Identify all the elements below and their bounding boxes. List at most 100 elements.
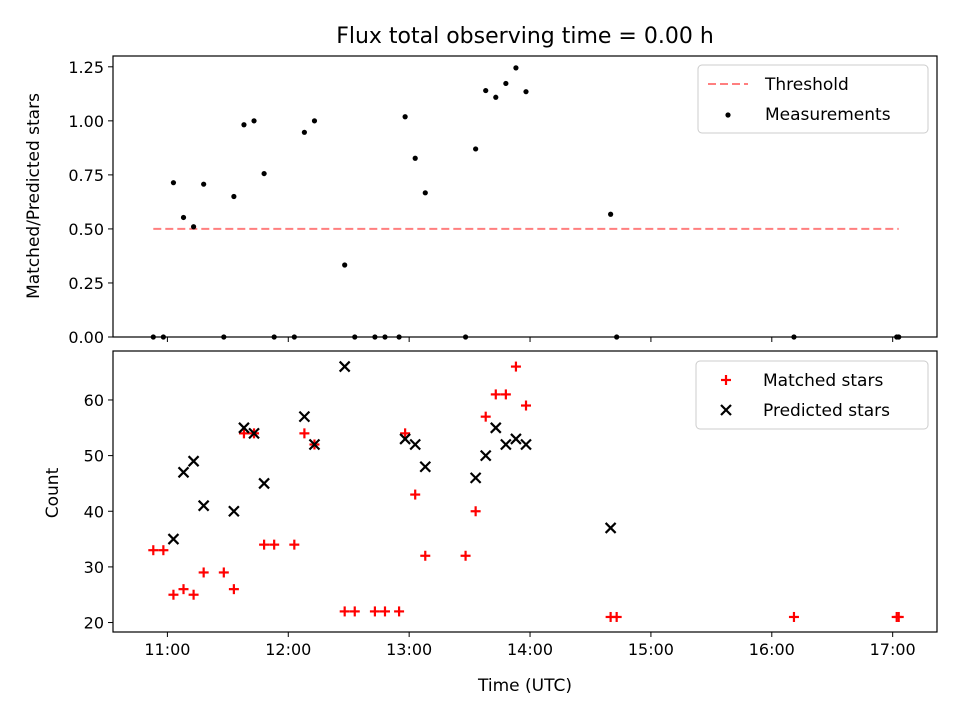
x-tick-label: 16:00 — [749, 640, 795, 659]
measurement-point — [301, 129, 307, 135]
legend-measurements-swatch — [725, 112, 731, 118]
top-y-axis-label: Matched/Predicted stars — [24, 93, 44, 299]
matched-star-marker — [480, 411, 491, 422]
matched-star-marker — [259, 539, 270, 550]
measurement-point — [493, 94, 499, 100]
legend-predicted-marker — [720, 404, 732, 416]
predicted-star-marker — [197, 499, 210, 512]
x-tick-label: 14:00 — [507, 640, 553, 659]
matched-star-marker — [500, 389, 511, 400]
bottom-legend-box — [695, 360, 929, 430]
matched-star-marker — [470, 506, 481, 517]
matched-star-marker — [228, 584, 239, 595]
bottom-axes-frame — [112, 350, 938, 633]
top-y-tick-label: 1.25 — [68, 58, 104, 77]
legend-matched-label: Matched stars — [763, 371, 883, 391]
measurement-point — [483, 87, 489, 94]
matched-star-marker — [178, 584, 189, 595]
top-y-tick-label: 0.50 — [68, 220, 104, 239]
legend-matched-marker — [721, 375, 731, 385]
top-y-tick-label: 0.25 — [68, 274, 104, 293]
top-y-tick-label: 0.75 — [68, 166, 104, 185]
measurement-point — [503, 80, 509, 87]
predicted-star-marker — [500, 438, 512, 451]
top-plot: 0.00 0.25 0.50 0.75 1.00 1.25 Matched/Predict… — [24, 55, 938, 347]
matched-star-marker — [369, 606, 380, 617]
matched-star-marker — [611, 611, 622, 622]
predicted-star-marker — [228, 505, 240, 518]
matched-star-marker — [420, 550, 431, 561]
predicted-star-marker — [469, 472, 482, 484]
predicted-star-marker — [520, 438, 532, 451]
bottom-y-tick-label: 20 — [84, 614, 104, 633]
measurement-point — [201, 181, 207, 187]
top-y-tick-label: 0.00 — [68, 328, 104, 347]
matched-star-marker — [198, 567, 209, 578]
matched-star-marker — [168, 589, 179, 600]
measurement-point — [180, 214, 187, 221]
x-tick-label: 17:00 — [870, 640, 916, 659]
predicted-star-marker — [338, 360, 351, 373]
matched-star-marker — [339, 606, 350, 617]
measurement-point — [311, 118, 318, 124]
predicted-star-marker — [604, 522, 617, 534]
predicted-star-marker — [258, 477, 270, 490]
legend-predicted-label: Predicted stars — [763, 401, 890, 421]
measurement-point — [473, 146, 479, 152]
predicted-star-marker — [238, 422, 250, 434]
measurement-point — [608, 211, 614, 217]
measurement-point — [231, 193, 237, 200]
bottom-legend: Matched stars Predicted stars — [695, 360, 929, 430]
predicted-star-marker — [479, 449, 492, 462]
matched-star-marker — [299, 428, 310, 439]
matched-star-marker — [188, 589, 199, 600]
predicted-star-marker — [409, 438, 421, 451]
measurement-point — [241, 122, 247, 128]
chart-title: Flux total observing time = 0.00 h — [336, 24, 714, 49]
predicted-star-marker — [419, 460, 432, 473]
measurement-point — [523, 89, 529, 95]
measurement-point — [251, 118, 257, 124]
x-axis-label: Time (UTC) — [477, 676, 572, 696]
legend-measurements-label: Measurements — [765, 105, 891, 125]
matched-star-marker — [148, 545, 159, 556]
matched-star-marker — [218, 567, 229, 578]
measurement-point — [342, 262, 348, 268]
measurement-point — [261, 170, 267, 177]
predicted-star-marker — [308, 438, 321, 451]
predicted-star-marker — [187, 455, 200, 467]
measurement-point — [422, 190, 428, 196]
legend-threshold-label: Threshold — [764, 75, 849, 95]
top-legend: Threshold Measurements — [697, 64, 929, 134]
matched-star-marker — [410, 489, 421, 500]
predicted-star-marker — [399, 433, 411, 445]
x-tick-label: 11:00 — [144, 640, 190, 659]
matched-star-marker — [238, 428, 249, 439]
matched-star-marker — [289, 539, 300, 550]
predicted-star-marker — [248, 427, 260, 440]
bottom-plot: 20 30 40 50 60 11:00 12:00 13:00 14:00 15:00 16:00… — [43, 350, 938, 696]
measurement-point — [412, 155, 418, 161]
x-tick-label: 15:00 — [628, 640, 674, 659]
measurement-point — [513, 65, 519, 71]
matched-star-marker — [379, 606, 390, 617]
bottom-y-tick-label: 50 — [84, 447, 104, 466]
bottom-y-tick-label: 60 — [84, 391, 104, 410]
measurement-point — [170, 180, 177, 186]
matched-star-marker — [788, 611, 799, 622]
matched-star-marker — [269, 539, 280, 550]
matched-star-marker — [460, 550, 471, 561]
bottom-y-tick-label: 30 — [84, 558, 104, 577]
matched-star-marker — [521, 400, 532, 411]
matched-star-marker — [158, 545, 169, 556]
predicted-star-marker — [298, 410, 311, 423]
predicted-star-marker — [167, 533, 180, 545]
top-y-tick-label: 1.00 — [68, 112, 104, 131]
predicted-star-marker — [177, 466, 190, 479]
predicted-star-marker — [510, 433, 522, 445]
matched-star-marker — [490, 389, 501, 400]
top-legend-box — [697, 64, 929, 134]
x-tick-label: 13:00 — [386, 640, 432, 659]
bottom-y-axis-label: Count — [43, 467, 63, 518]
